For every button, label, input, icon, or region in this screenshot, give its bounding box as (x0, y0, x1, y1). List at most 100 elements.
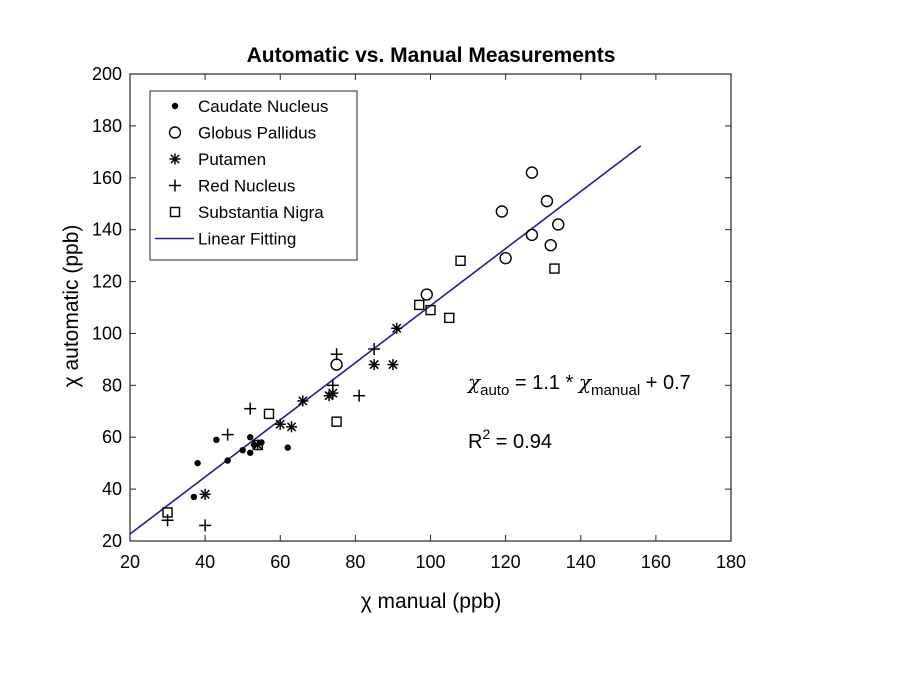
equation-manual-subscript: manual (591, 382, 640, 399)
marker-shape (169, 206, 181, 218)
data-point (297, 395, 309, 407)
x-axis-label: χ manual (ppb) (361, 590, 502, 613)
y-tick-label: 120 (92, 272, 122, 292)
marker-shape (224, 457, 231, 464)
marker-shape (162, 507, 173, 518)
legend-label-linear-fitting: Linear Fitting (198, 230, 296, 249)
marker-shape (369, 359, 379, 370)
legend-label-substantia-nigra: Substantia Nigra (198, 203, 324, 222)
data-point (540, 194, 554, 208)
legend-marker-red-nucleus (169, 179, 181, 192)
equation-auto-subscript: auto (480, 382, 509, 399)
marker-shape (525, 166, 539, 179)
data-point (525, 166, 539, 179)
marker-shape (286, 422, 297, 432)
legend-label-caudate-nucleus: Caudate Nucleus (198, 97, 328, 116)
legend-marker-caudate-nucleus (171, 102, 179, 110)
marker-shape (275, 419, 285, 429)
marker-shape (328, 388, 338, 398)
data-point (425, 304, 436, 316)
legend-label-putamen: Putamen (198, 150, 266, 169)
marker-shape (540, 194, 554, 208)
legend: Caudate Nucleus Globus Pallidus Putamen Red… (149, 90, 358, 261)
marker-shape (499, 252, 512, 265)
r2-prefix: R (468, 431, 482, 453)
x-tick-label: 120 (491, 552, 521, 572)
marker-shape (263, 408, 275, 420)
r-squared-annotation: R2 = 0.94 (468, 426, 552, 453)
equation-equals-part: = 1.1 * (509, 372, 579, 394)
data-point (199, 488, 211, 500)
x-tick-label: 20 (120, 552, 140, 572)
marker-shape (414, 299, 425, 311)
data-point (284, 444, 291, 451)
x-tick-label: 100 (415, 552, 445, 572)
y-tick-label: 160 (92, 168, 122, 188)
legend-label-globus-pallidus: Globus Pallidus (198, 124, 316, 143)
marker-shape (239, 446, 246, 454)
data-point (161, 514, 174, 527)
data-point (190, 493, 198, 501)
data-point (414, 299, 425, 311)
legend-marker-putamen (169, 153, 181, 165)
marker-shape (168, 126, 182, 139)
y-tick-label: 40 (102, 479, 122, 499)
marker-shape (525, 228, 539, 242)
data-point (162, 507, 173, 518)
data-point (224, 457, 231, 464)
data-point (213, 436, 220, 444)
x-tick-label: 160 (641, 552, 671, 572)
data-point (247, 449, 254, 456)
marker-shape (552, 218, 565, 231)
x-tick-label: 140 (566, 552, 596, 572)
data-point (525, 228, 539, 242)
marker-shape (495, 205, 509, 218)
y-tick-label: 140 (92, 220, 122, 240)
y-tick-label: 180 (92, 116, 122, 136)
marker-shape (252, 439, 263, 451)
y-tick-label: 100 (92, 323, 122, 343)
marker-shape (253, 440, 263, 450)
fit-equation-annotation: χauto = 1.1 * χmanual + 0.7 (466, 370, 691, 399)
y-tick-label: 80 (102, 375, 122, 395)
data-point (274, 418, 286, 430)
legend-label-red-nucleus: Red Nucleus (198, 177, 295, 196)
marker-shape (392, 323, 402, 333)
series-putamen (199, 322, 403, 500)
data-point (244, 402, 257, 415)
marker-shape (213, 436, 220, 444)
data-point (252, 439, 263, 451)
legend-marker-globus-pallidus (168, 126, 182, 139)
data-point (368, 359, 380, 371)
data-point (353, 389, 366, 402)
data-point (199, 519, 212, 532)
data-point (455, 255, 466, 266)
marker-shape (420, 288, 433, 301)
series-globus-pallidus (330, 166, 565, 371)
marker-shape (200, 489, 210, 499)
x-tick-label: 60 (270, 552, 290, 572)
data-point (221, 428, 234, 441)
y-tick-label: 20 (102, 531, 122, 551)
marker-shape (425, 304, 436, 316)
data-point (194, 459, 201, 467)
equation-chi-auto: χ (466, 370, 482, 394)
y-tick-label: 60 (102, 427, 122, 447)
marker-shape (284, 444, 291, 451)
data-point (330, 348, 343, 361)
marker-shape (388, 359, 398, 370)
legend-marker-substantia-nigra (169, 206, 181, 218)
data-point (263, 408, 275, 420)
equation-chi-manual: χ (577, 370, 593, 394)
data-point (420, 288, 433, 301)
data-point (247, 434, 254, 441)
marker-shape (444, 312, 455, 324)
data-point (368, 343, 381, 356)
legend-box (149, 90, 358, 261)
data-point (326, 379, 339, 392)
r2-superscript: 2 (482, 426, 490, 442)
marker-shape (190, 493, 198, 501)
series-substantia-nigra (162, 255, 560, 518)
